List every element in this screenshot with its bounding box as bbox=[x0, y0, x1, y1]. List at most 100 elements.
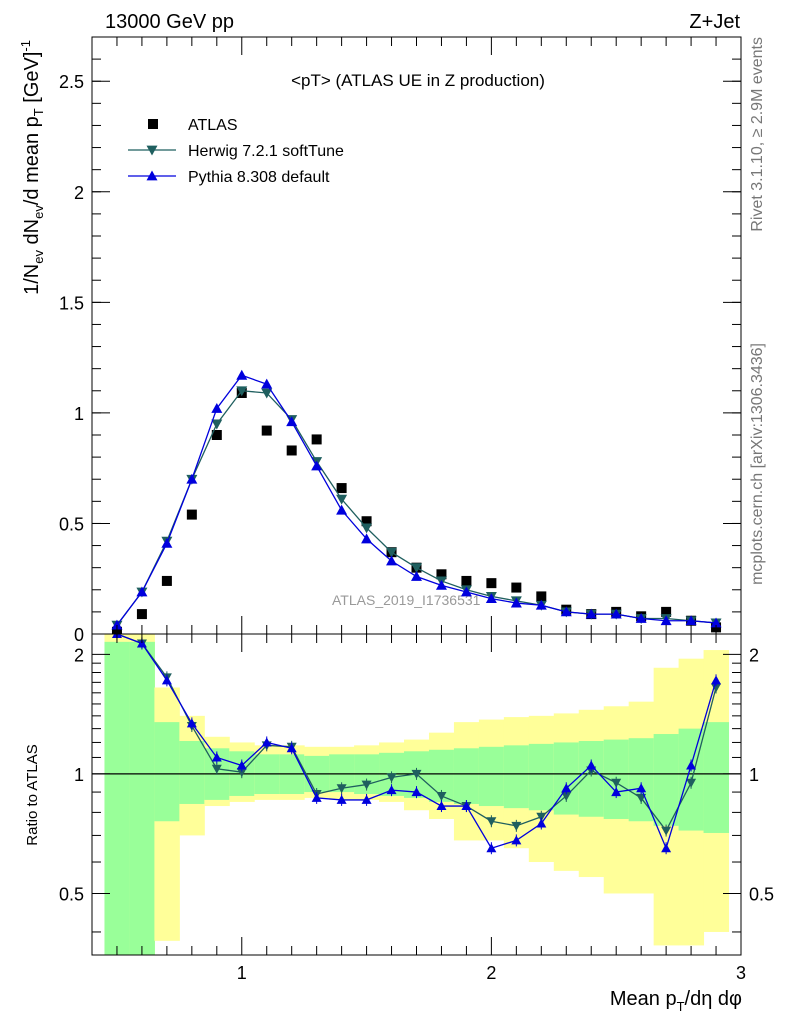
herwig-point bbox=[236, 386, 248, 397]
watermark: ATLAS_2019_I1736531 bbox=[332, 592, 481, 608]
ratio-y-tick-label: 0.5 bbox=[59, 884, 84, 904]
ratio-band-inner bbox=[104, 641, 130, 955]
pythia-point bbox=[560, 606, 572, 617]
ratio-herwig-point bbox=[661, 826, 672, 836]
ratio-band-inner bbox=[129, 641, 155, 955]
ratio-y-tick-label-right: 0.5 bbox=[749, 884, 774, 904]
ratio-pythia-point bbox=[486, 843, 497, 853]
pythia-point bbox=[460, 586, 472, 597]
pythia-point bbox=[336, 504, 348, 515]
ratio-panel: 0.5 0.5 1 1 2 2 1 2 3 Ratio to ATLAS Mean pT/dη … bbox=[24, 633, 774, 1014]
ratio-pythia-point bbox=[536, 818, 547, 828]
ratio-herwig-point bbox=[686, 778, 697, 788]
pythia-point bbox=[236, 369, 248, 380]
ratio-pythia-point bbox=[636, 783, 647, 793]
atlas-point bbox=[286, 445, 297, 456]
ratio-pythia-point bbox=[361, 794, 372, 804]
ratio-y-axis-label: Ratio to ATLAS bbox=[24, 744, 41, 845]
legend-label-atlas: ATLAS bbox=[188, 117, 238, 134]
ratio-herwig-point bbox=[511, 821, 522, 831]
herwig-point bbox=[411, 563, 422, 574]
herwig-point bbox=[211, 419, 223, 430]
main-y-axis-label: 1/Nev dNev/d mean pT [GeV]-1 bbox=[18, 40, 46, 295]
ratio-pythia-point bbox=[261, 737, 272, 747]
atlas-point bbox=[461, 575, 472, 586]
legend-label-pythia: Pythia 8.308 default bbox=[188, 169, 330, 186]
atlas-point bbox=[161, 575, 172, 586]
ratio-herwig-point bbox=[561, 791, 572, 801]
legend: ATLAS Herwig 7.2.1 softTune Pythia 8.308… bbox=[128, 117, 344, 186]
mcplots-label: mcplots.cern.ch [arXiv:1306.3436] bbox=[749, 343, 766, 585]
atlas-point bbox=[336, 483, 347, 494]
pythia-point bbox=[361, 533, 373, 544]
pythia-point bbox=[685, 615, 697, 626]
herwig-point bbox=[261, 388, 273, 399]
ratio-band-inner bbox=[528, 743, 555, 811]
ratio-herwig-point bbox=[611, 778, 622, 788]
pythia-point bbox=[435, 579, 447, 590]
main-y-tick-label: 0 bbox=[74, 625, 84, 645]
ratio-pythia-point bbox=[411, 787, 422, 797]
main-y-tick-label: 1 bbox=[74, 404, 84, 424]
ratio-pythia-point bbox=[711, 675, 722, 685]
ratio-herwig-point bbox=[436, 791, 447, 801]
header-right: Z+Jet bbox=[689, 11, 740, 33]
ratio-band-inner bbox=[703, 722, 730, 833]
ratio-pythia-point bbox=[461, 801, 472, 811]
atlas-point bbox=[136, 609, 147, 620]
series-line-2 bbox=[116, 374, 717, 626]
pythia-point bbox=[286, 416, 298, 427]
atlas-point bbox=[661, 606, 672, 617]
ratio-herwig-point bbox=[211, 764, 222, 774]
pythia-point bbox=[186, 473, 198, 484]
herwig-point bbox=[336, 494, 348, 505]
pythia-point bbox=[386, 555, 398, 566]
ratio-herwig-point bbox=[486, 817, 497, 827]
atlas-point bbox=[186, 509, 197, 520]
x-tick-label: 1 bbox=[237, 963, 247, 983]
ratio-herwig-point bbox=[411, 769, 422, 779]
atlas-point bbox=[361, 516, 372, 527]
ratio-band-inner bbox=[653, 734, 680, 826]
ratio-pythia-point bbox=[686, 760, 697, 770]
ratio-pythia-point bbox=[436, 801, 447, 811]
ratio-pythia-point bbox=[511, 835, 522, 845]
legend-marker-herwig bbox=[146, 145, 158, 156]
atlas-point bbox=[536, 591, 547, 602]
pythia-point bbox=[710, 617, 722, 628]
pythia-point bbox=[635, 613, 647, 623]
main-curves bbox=[111, 369, 722, 634]
main-y-tick-label: 0.5 bbox=[59, 514, 84, 534]
ratio-pythia-point bbox=[661, 843, 672, 853]
pythia-point bbox=[411, 571, 422, 581]
legend-marker-atlas bbox=[148, 119, 158, 129]
pythia-point bbox=[485, 593, 497, 604]
ratio-pythia-point bbox=[286, 743, 297, 753]
main-panel: ATLAS_2019_I1736531 0 0.5 1 1.5 2 2.5 <pT> (A… bbox=[18, 36, 742, 645]
pythia-point bbox=[211, 402, 223, 413]
atlas-point bbox=[486, 578, 497, 589]
atlas-point bbox=[211, 430, 222, 440]
ratio-pythia-point bbox=[561, 783, 572, 793]
ratio-pythia-point bbox=[586, 760, 597, 770]
pythia-point bbox=[111, 619, 123, 630]
ratio-herwig-point bbox=[711, 683, 722, 693]
herwig-point bbox=[386, 547, 398, 558]
ratio-pythia-point bbox=[311, 792, 322, 802]
ratio-pythia-point bbox=[386, 785, 397, 795]
pythia-point bbox=[610, 608, 622, 619]
ratio-herwig-point bbox=[361, 780, 372, 790]
ratio-band-inner bbox=[179, 741, 205, 804]
main-title: <pT> (ATLAS UE in Z production) bbox=[291, 71, 545, 90]
atlas-point bbox=[261, 425, 272, 436]
ratio-herwig-point bbox=[236, 768, 247, 778]
rivet-label: Rivet 3.1.10, ≥ 2.9M events bbox=[749, 37, 766, 232]
ratio-pythia-point bbox=[236, 760, 247, 770]
main-y-tick-label: 2.5 bbox=[59, 72, 84, 92]
series-line-1 bbox=[116, 390, 717, 626]
ratio-pythia-point bbox=[611, 787, 622, 797]
main-y-tick-label: 2 bbox=[74, 183, 84, 203]
ratio-band-inner bbox=[453, 748, 480, 804]
atlas-point bbox=[311, 434, 322, 445]
